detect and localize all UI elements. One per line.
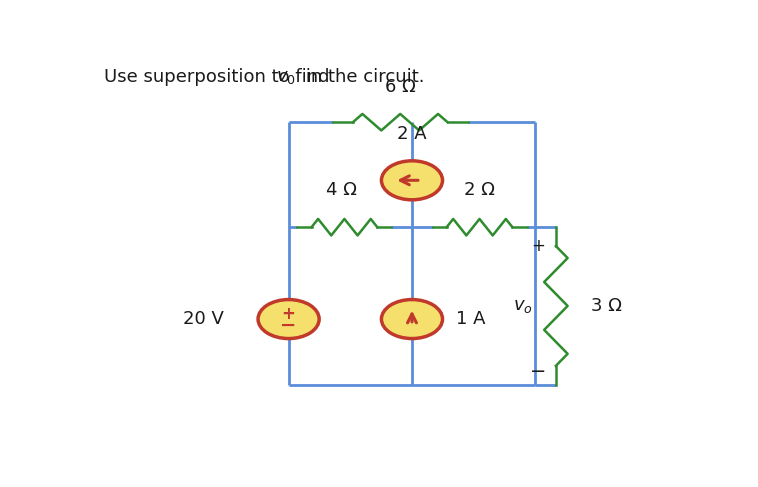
Circle shape (381, 300, 443, 338)
Text: 2 Ω: 2 Ω (464, 181, 495, 199)
Text: Use superposition to find: Use superposition to find (104, 68, 335, 86)
Text: −: − (530, 362, 547, 381)
Text: 20 V: 20 V (183, 310, 224, 328)
Text: $v_o$: $v_o$ (512, 297, 532, 315)
Circle shape (258, 300, 319, 338)
Text: 3 Ω: 3 Ω (591, 297, 622, 315)
Text: −: − (280, 317, 297, 336)
Text: 1 A: 1 A (456, 310, 486, 328)
Text: 2 A: 2 A (397, 125, 427, 143)
Text: $v_0$: $v_0$ (276, 68, 296, 86)
Text: +: + (531, 237, 545, 255)
Text: 6 Ω: 6 Ω (385, 78, 415, 96)
Text: +: + (282, 305, 296, 323)
Text: in the circuit.: in the circuit. (300, 68, 424, 86)
Circle shape (381, 161, 443, 200)
Text: 4 Ω: 4 Ω (326, 181, 357, 199)
